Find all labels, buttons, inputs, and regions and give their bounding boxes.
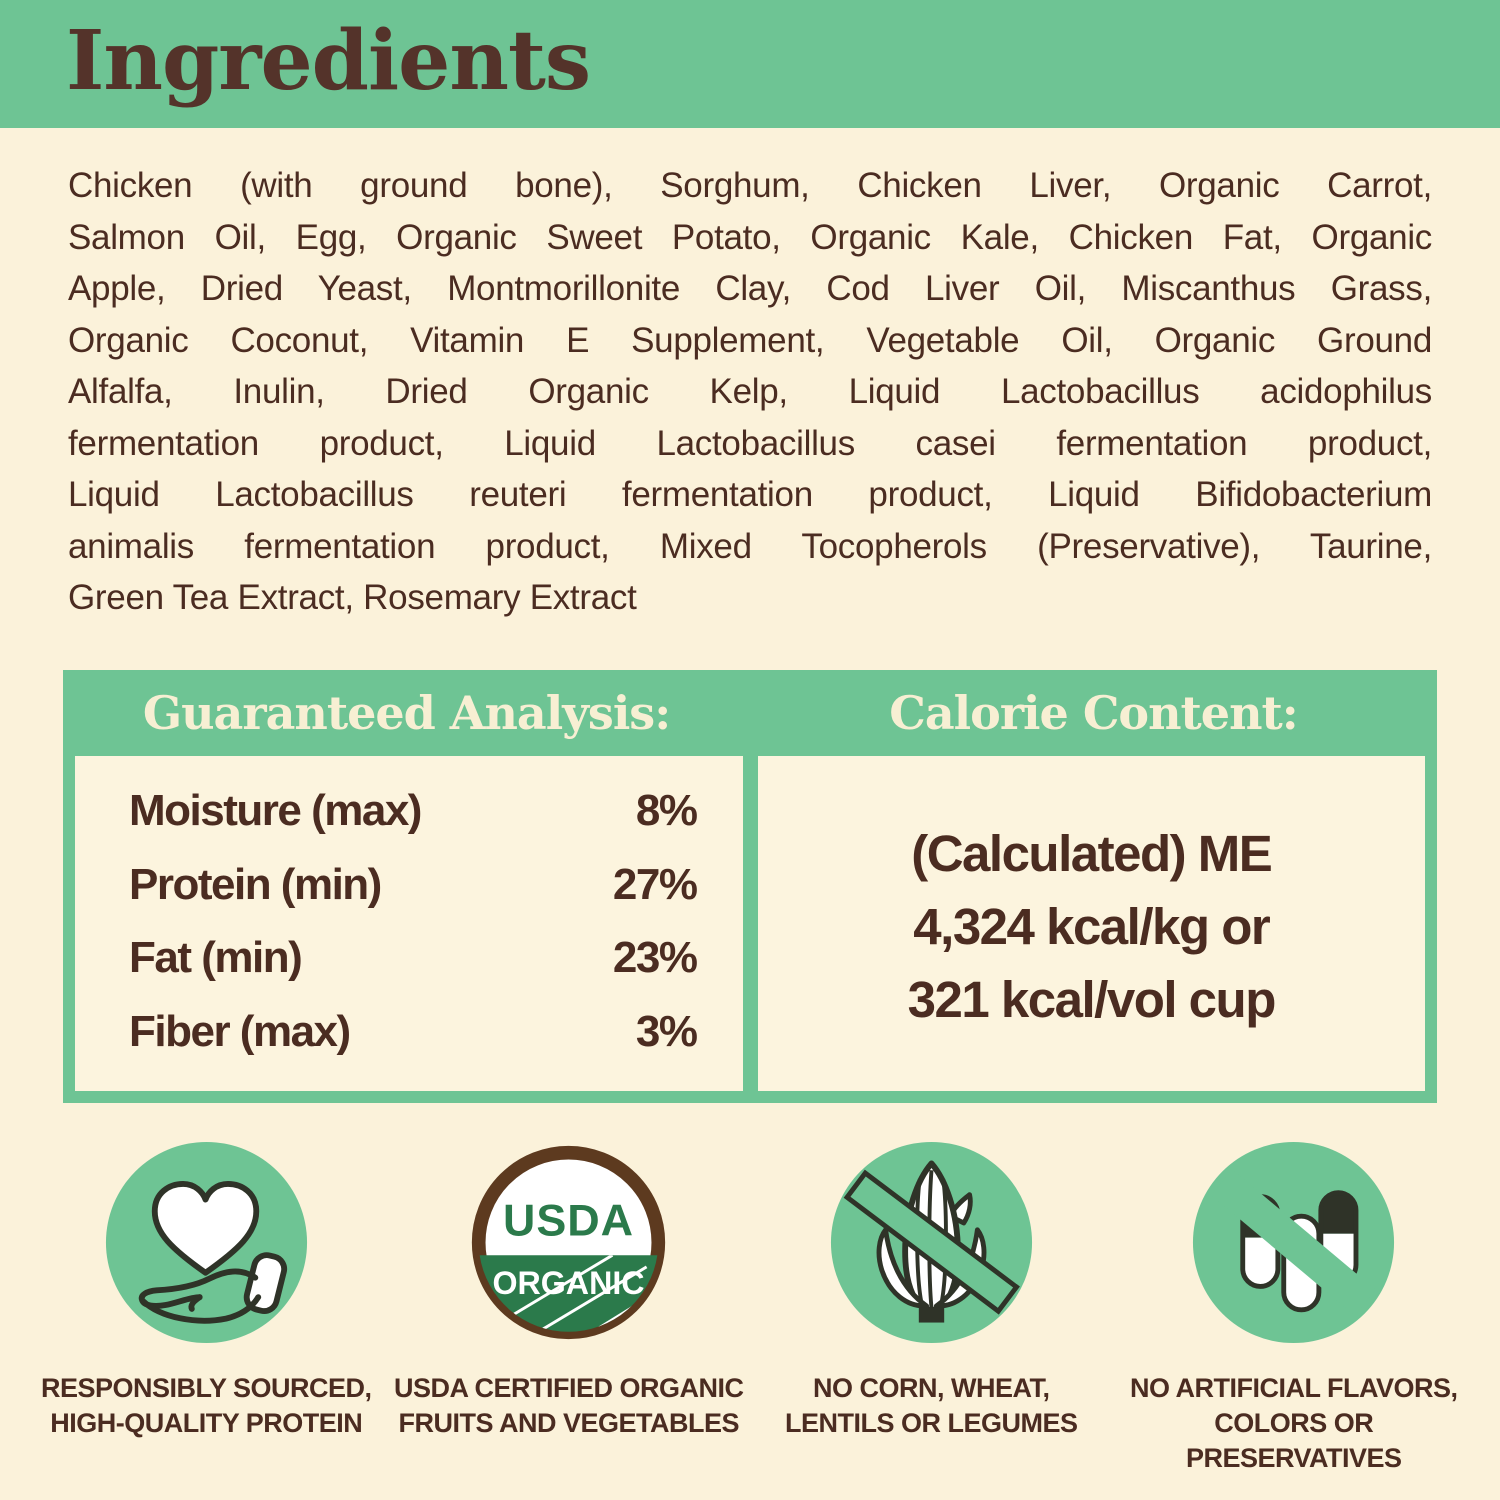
- badge-caption: RESPONSIBLY SOURCED, HIGH-QUALITY PROTEI…: [40, 1373, 372, 1438]
- ingredients-line: Green Tea Extract, Rosemary Extract: [68, 578, 637, 617]
- analysis-label: Fiber (max): [129, 1006, 351, 1056]
- calorie-content-box: (Calculated) ME 4,324 kcal/kg or 321 kca…: [757, 756, 1426, 1091]
- calorie-lines: (Calculated) ME 4,324 kcal/kg or 321 kca…: [758, 756, 1426, 1091]
- ingredients-line: Apple, Dried Yeast, Montmorillonite Clay…: [68, 269, 1432, 308]
- panel-bodies: Moisture (max) 8% Protein (min) 27% Fat …: [63, 756, 1437, 1103]
- guaranteed-analysis-title: Guaranteed Analysis:: [142, 686, 671, 740]
- badge-no-corn: NO CORN, WHEAT, LENTILS OR LEGUMES: [750, 1140, 1113, 1476]
- badge-no-pills: NO ARTIFICIAL FLAVORS, COLORS OR PRESERV…: [1113, 1140, 1476, 1476]
- usda-seal-bottom-text: ORGANIC: [493, 1265, 645, 1301]
- analysis-row: Fiber (max) 3%: [129, 1006, 698, 1057]
- analysis-row: Moisture (max) 8%: [129, 786, 698, 836]
- calorie-line: (Calculated) ME: [911, 825, 1273, 882]
- usda-seal-top-text: USDA: [503, 1195, 634, 1246]
- calorie-line: 321 kcal/vol cup: [907, 971, 1277, 1028]
- analysis-label: Protein (min): [129, 859, 382, 909]
- page-title: Ingredients: [66, 13, 591, 109]
- badge-caption: NO ARTIFICIAL FLAVORS, COLORS OR PRESERV…: [1130, 1373, 1458, 1473]
- badge-caption: NO CORN, WHEAT, LENTILS OR LEGUMES: [784, 1373, 1078, 1438]
- ingredients-header-band: Ingredients: [0, 0, 1500, 128]
- ingredients-line: animalis fermentation product, Mixed Toc…: [68, 526, 1432, 566]
- analysis-value: 27%: [612, 859, 698, 909]
- analysis-value: 8%: [635, 786, 698, 835]
- ingredients-line: Organic Coconut, Vitamin E Supplement, V…: [68, 320, 1432, 360]
- ingredients-line: Liquid Lactobacillus reuteri fermentatio…: [68, 475, 1432, 514]
- guaranteed-analysis-table: Moisture (max) 8% Protein (min) 27% Fat …: [75, 756, 743, 1091]
- calorie-line: 4,324 kcal/kg or: [913, 898, 1270, 955]
- badge-caption: USDA CERTIFIED ORGANIC FRUITS AND VEGETA…: [393, 1373, 744, 1438]
- no-corn-icon: [830, 1141, 1032, 1344]
- badge-responsibly-sourced: RESPONSIBLY SOURCED, HIGH-QUALITY PROTEI…: [25, 1140, 388, 1476]
- panel-headers: Guaranteed Analysis: Calorie Content:: [63, 670, 1437, 756]
- calorie-content-title: Calorie Content:: [889, 686, 1299, 740]
- heart-in-hand-icon: [105, 1141, 307, 1344]
- badge-usda-organic: USDA ORGANIC USDA CERTIFIED ORGANIC FRUI…: [388, 1140, 751, 1476]
- analysis-row: Fat (min) 23%: [129, 933, 698, 983]
- benefit-badges: RESPONSIBLY SOURCED, HIGH-QUALITY PROTEI…: [25, 1140, 1475, 1476]
- analysis-value: 3%: [635, 1006, 698, 1056]
- usda-organic-seal-icon: USDA ORGANIC: [472, 1145, 666, 1340]
- no-pills-icon: [1193, 1141, 1395, 1344]
- analysis-value: 23%: [612, 933, 698, 983]
- ingredients-line: Chicken (with ground bone), Sorghum, Chi…: [68, 166, 1432, 205]
- analysis-row: Protein (min) 27%: [129, 859, 698, 910]
- analysis-label: Fat (min): [129, 933, 303, 983]
- ingredients-line: fermentation product, Liquid Lactobacill…: [68, 423, 1432, 463]
- ingredients-line: Salmon Oil, Egg, Organic Sweet Potato, O…: [68, 217, 1432, 257]
- ingredients-list: Chicken (with ground bone), Sorghum, Chi…: [68, 160, 1432, 624]
- analysis-rows: Moisture (max) 8% Protein (min) 27% Fat …: [75, 756, 743, 1091]
- nutrition-panels: Guaranteed Analysis: Calorie Content: Mo…: [63, 670, 1437, 1103]
- ingredients-line: Alfalfa, Inulin, Dried Organic Kelp, Liq…: [68, 372, 1432, 411]
- analysis-label: Moisture (max): [129, 786, 422, 835]
